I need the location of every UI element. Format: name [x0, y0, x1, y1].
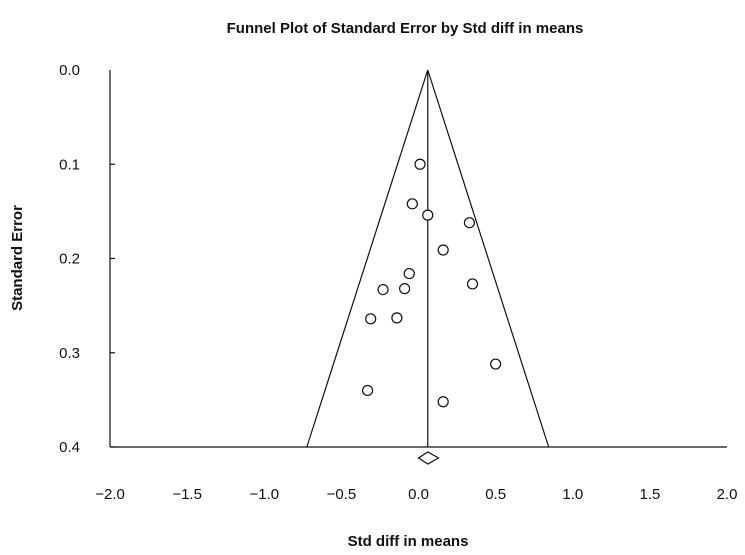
study-point: [391, 312, 403, 324]
x-tick-label: 1.5: [639, 486, 660, 503]
x-tick-label: −1.0: [249, 486, 279, 503]
x-tick-label: 0.5: [485, 486, 506, 503]
study-points: [361, 158, 502, 408]
y-tick-label: 0.0: [59, 62, 80, 79]
study-point: [406, 198, 418, 210]
study-point: [422, 209, 434, 221]
study-point: [399, 283, 411, 295]
study-point: [466, 278, 479, 290]
study-point: [365, 313, 377, 325]
summary-diamond-shape: [417, 451, 440, 465]
chart-title: Funnel Plot of Standard Error by Std dif…: [227, 20, 584, 37]
axes: [109, 70, 727, 448]
y-axis-ticks: 0.0 0.1 0.2 0.3 0.4: [59, 62, 115, 456]
summary-diamond: [417, 451, 440, 465]
y-axis-title: Standard Error: [9, 205, 26, 311]
x-tick-label: 0.0: [408, 486, 429, 503]
study-point: [490, 358, 502, 370]
funnel-right-boundary: [427, 69, 550, 448]
study-point: [437, 244, 449, 256]
x-tick-label: −0.5: [327, 486, 357, 503]
study-point: [377, 284, 389, 296]
x-axis-ticks: −2.0 −1.5 −1.0 −0.5 0.0 0.5 1.0 1.5 2.0: [95, 486, 737, 503]
y-tick-label: 0.2: [59, 251, 80, 268]
study-point: [414, 158, 426, 170]
y-tick-label: 0.4: [59, 439, 80, 456]
funnel-left-boundary: [306, 69, 429, 448]
x-tick-label: −1.5: [172, 486, 202, 503]
x-axis-title: Std diff in means: [348, 533, 469, 550]
study-point: [403, 267, 415, 280]
x-tick-label: 1.0: [562, 486, 583, 503]
y-tick-label: 0.3: [59, 345, 80, 362]
study-point: [437, 396, 449, 408]
funnel-triangle: [306, 69, 550, 448]
study-point: [361, 384, 374, 397]
study-point: [463, 217, 476, 229]
y-tick-label: 0.1: [59, 156, 80, 173]
x-tick-label: 2.0: [717, 486, 738, 503]
x-tick-label: −2.0: [95, 486, 125, 503]
